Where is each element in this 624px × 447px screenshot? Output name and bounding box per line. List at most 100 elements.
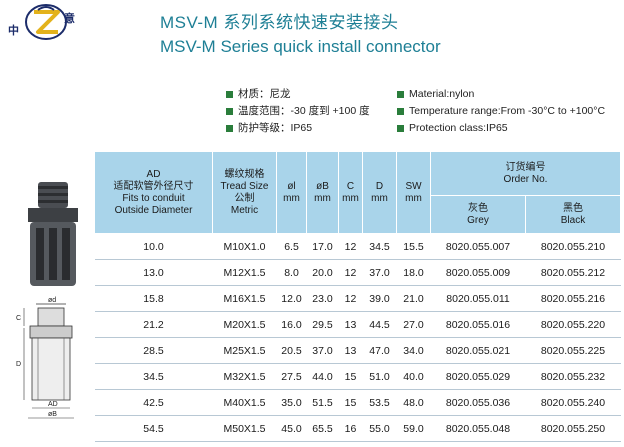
table-row: 54.5 M50X1.5 45.0 65.5 16 55.0 59.0 8020.055.04… (94, 415, 621, 442)
table-row: 34.5 M32X1.5 27.5 44.0 15 51.0 40.0 8020.055.02… (94, 363, 621, 390)
cell-d: 44.5 (362, 311, 397, 338)
bullet-icon (397, 108, 404, 115)
cell-sw: 18.0 (396, 259, 431, 286)
page-title-cn: MSV-M 系列系统快速安装接头 (160, 13, 399, 32)
features-cn-list: 材质：尼龙 温度范围：-30 度到 +100 度 防护等级：IP65 (226, 86, 370, 137)
cell-ol: 16.0 (276, 311, 307, 338)
cell-ad: 34.5 (94, 363, 213, 390)
svg-text:ød: ød (48, 297, 56, 304)
cell-ob: 37.0 (306, 337, 339, 364)
cell-order-black: 8020.055.240 (525, 389, 621, 416)
cell-d: 47.0 (362, 337, 397, 364)
cell-order-grey: 8020.055.007 (430, 233, 526, 260)
cell-thread: M10X1.0 (212, 233, 277, 260)
cell-c: 12 (338, 259, 363, 286)
cell-ol: 20.5 (276, 337, 307, 364)
cell-order-grey: 8020.055.036 (430, 389, 526, 416)
cell-thread: M50X1.5 (212, 415, 277, 442)
svg-text:AD: AD (48, 401, 58, 408)
cell-sw: 21.0 (396, 285, 431, 312)
bullet-icon (226, 91, 233, 98)
svg-text:C: C (16, 315, 21, 322)
cell-ob: 65.5 (306, 415, 339, 442)
cell-thread: M16X1.5 (212, 285, 277, 312)
bullet-icon (397, 91, 404, 98)
bullet-icon (226, 108, 233, 115)
cell-d: 34.5 (362, 233, 397, 260)
header-ol: øl mm (276, 151, 307, 234)
cell-order-grey: 8020.055.011 (430, 285, 526, 312)
cell-ol: 8.0 (276, 259, 307, 286)
bullet-icon (226, 125, 233, 132)
cell-sw: 27.0 (396, 311, 431, 338)
header-c: C mm (338, 151, 363, 234)
cell-order-black: 8020.055.220 (525, 311, 621, 338)
cell-order-black: 8020.055.232 (525, 363, 621, 390)
cell-order-black: 8020.055.225 (525, 337, 621, 364)
header-d: D mm (362, 151, 397, 234)
cell-ad: 42.5 (94, 389, 213, 416)
cell-ob: 44.0 (306, 363, 339, 390)
cell-thread: M20X1.5 (212, 311, 277, 338)
cell-c: 15 (338, 363, 363, 390)
cell-ad: 15.8 (94, 285, 213, 312)
logo-char-right: 意 (64, 13, 75, 25)
cell-ob: 29.5 (306, 311, 339, 338)
cell-thread: M40X1.5 (212, 389, 277, 416)
header-sw: SW mm (396, 151, 431, 234)
cell-c: 12 (338, 285, 363, 312)
cell-d: 37.0 (362, 259, 397, 286)
table-row: 10.0 M10X1.0 6.5 17.0 12 34.5 15.5 8020.055.007… (94, 233, 621, 260)
cell-ob: 17.0 (306, 233, 339, 260)
feature-cn-item: 材质：尼龙 (226, 86, 370, 103)
connector-photo (20, 178, 86, 290)
header-ob: øB mm (306, 151, 339, 234)
header-grey: 灰色 Grey (430, 195, 526, 234)
cell-ad: 28.5 (94, 337, 213, 364)
dimension-drawing: ød C D AD øB (4, 294, 94, 424)
cell-ad: 13.0 (94, 259, 213, 286)
cell-ad: 10.0 (94, 233, 213, 260)
header-thread: 螺纹规格 Tread Size 公制 Metric (212, 151, 277, 234)
cell-order-grey: 8020.055.016 (430, 311, 526, 338)
cell-order-black: 8020.055.212 (525, 259, 621, 286)
cell-sw: 59.0 (396, 415, 431, 442)
cell-order-black: 8020.055.250 (525, 415, 621, 442)
svg-text:øB: øB (48, 411, 57, 418)
cell-ob: 23.0 (306, 285, 339, 312)
cell-d: 39.0 (362, 285, 397, 312)
cell-ob: 20.0 (306, 259, 339, 286)
table-row: 21.2 M20X1.5 16.0 29.5 13 44.5 27.0 8020.055.01… (94, 311, 621, 338)
cell-d: 55.0 (362, 415, 397, 442)
cell-order-grey: 8020.055.009 (430, 259, 526, 286)
table-row: 13.0 M12X1.5 8.0 20.0 12 37.0 18.0 8020.055.009… (94, 259, 621, 286)
cell-thread: M32X1.5 (212, 363, 277, 390)
cell-sw: 34.0 (396, 337, 431, 364)
cell-c: 13 (338, 311, 363, 338)
table-row: 15.8 M16X1.5 12.0 23.0 12 39.0 21.0 8020.055.01… (94, 285, 621, 312)
feature-cn-item: 防护等级：IP65 (226, 120, 370, 137)
svg-text:D: D (16, 361, 21, 368)
table-row: 42.5 M40X1.5 35.0 51.5 15 53.5 48.0 8020.055.03… (94, 389, 621, 416)
cell-c: 13 (338, 337, 363, 364)
cell-sw: 15.5 (396, 233, 431, 260)
bullet-icon (397, 125, 404, 132)
feature-cn-item: 温度范围：-30 度到 +100 度 (226, 103, 370, 120)
cell-ad: 21.2 (94, 311, 213, 338)
cell-sw: 40.0 (396, 363, 431, 390)
features-en-list: Material:nylon Temperature range:From -3… (397, 86, 605, 137)
cell-ol: 45.0 (276, 415, 307, 442)
cell-ol: 12.0 (276, 285, 307, 312)
cell-order-grey: 8020.055.021 (430, 337, 526, 364)
feature-en-item: Protection class:IP65 (397, 120, 605, 137)
feature-en-item: Material:nylon (397, 86, 605, 103)
cell-order-black: 8020.055.216 (525, 285, 621, 312)
cell-ob: 51.5 (306, 389, 339, 416)
cell-thread: M12X1.5 (212, 259, 277, 286)
company-logo: 中 意 (8, 2, 84, 42)
header-order: 订货编号 Order No. (430, 151, 621, 196)
feature-en-item: Temperature range:From -30°C to +100°C (397, 103, 605, 120)
header-ad: AD 适配软管外径尺寸 Fits to conduit Outside Diam… (94, 151, 213, 234)
cell-order-grey: 8020.055.048 (430, 415, 526, 442)
cell-d: 51.0 (362, 363, 397, 390)
